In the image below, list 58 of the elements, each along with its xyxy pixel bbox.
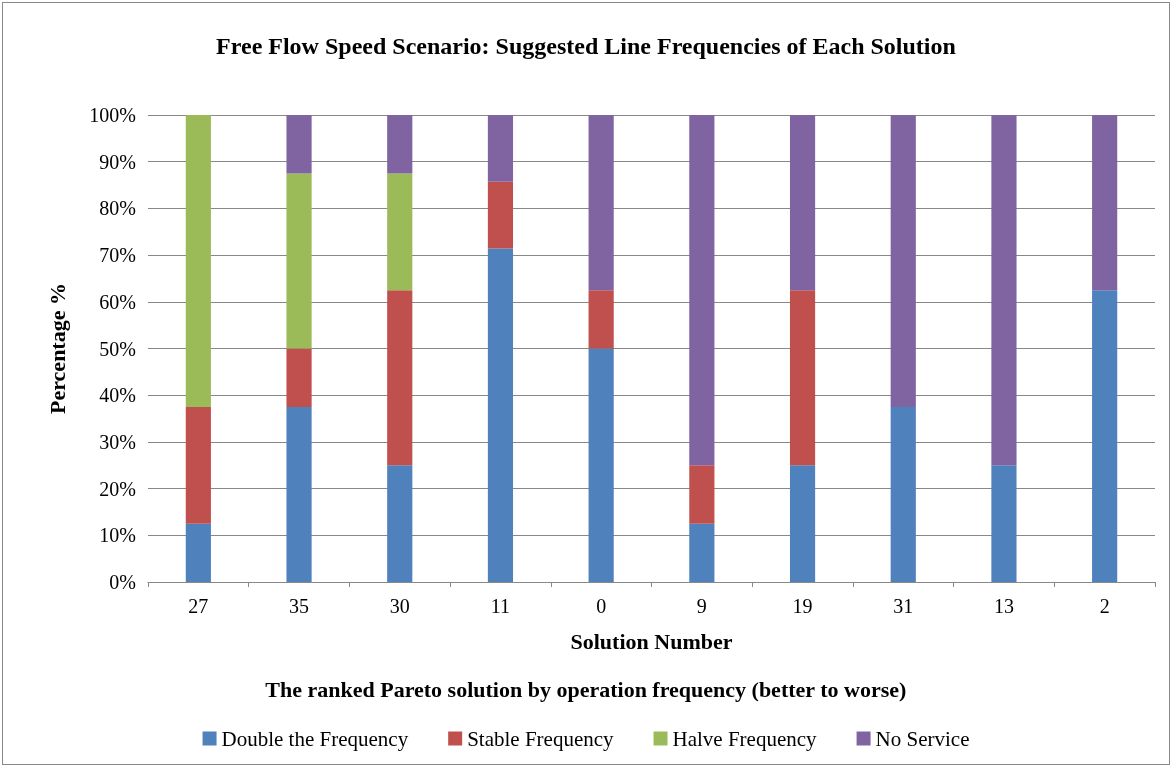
bar <box>789 115 816 291</box>
bar <box>286 173 312 349</box>
bar <box>387 115 413 174</box>
text: The ranked Pareto solution by operation frequency (better to worse) <box>265 676 907 702</box>
bar <box>890 406 916 582</box>
bar <box>185 115 211 407</box>
bar <box>487 248 514 582</box>
x-tick-label: 19 <box>792 595 813 617</box>
bar <box>588 290 614 349</box>
bar <box>1092 290 1118 582</box>
bar <box>487 115 514 182</box>
legend-label: Double the Frequency <box>221 726 409 751</box>
legend-label: Halve Frequency <box>672 726 818 751</box>
x-tick-label: 35 <box>289 595 310 617</box>
legend-label: No Service <box>875 726 970 751</box>
bar <box>689 465 715 524</box>
chart-title: Free Flow Speed Scenario: Suggested Line Frequencies of Each Solution <box>216 33 956 59</box>
bar <box>991 115 1017 466</box>
bar <box>789 465 816 582</box>
y-tick-label: 70% <box>99 244 136 267</box>
bar <box>387 290 413 466</box>
y-tick-label: 50% <box>99 337 136 360</box>
y-tick-label: 80% <box>99 197 136 220</box>
bar <box>1092 115 1118 291</box>
y-tick-label: 40% <box>99 384 136 407</box>
x-tick-label: 2 <box>1099 595 1110 617</box>
bar <box>286 115 312 174</box>
bar <box>588 348 614 582</box>
y-tick-label: 20% <box>99 477 136 500</box>
y-tick-label: 30% <box>99 430 136 453</box>
bar <box>890 115 916 407</box>
bar <box>286 348 312 407</box>
x-tick-label: 31 <box>893 595 914 617</box>
x-tick-label: 11 <box>490 595 511 617</box>
bar <box>185 523 211 582</box>
bar <box>991 465 1017 582</box>
y-axis-title: Percentage % <box>44 283 70 414</box>
x-tick-label: 9 <box>696 595 707 617</box>
y-tick-label: 0% <box>109 571 136 593</box>
y-tick-label: 100% <box>89 104 136 126</box>
bar <box>689 115 715 466</box>
y-tick-label: 10% <box>99 524 136 547</box>
legend-label: Stable Frequency <box>467 726 615 751</box>
bar <box>387 465 413 582</box>
x-tick-label: 0 <box>596 595 607 617</box>
x-tick-label: 30 <box>389 595 410 617</box>
x-tick-label: 27 <box>188 595 209 617</box>
bar <box>185 406 211 524</box>
bar <box>286 406 312 582</box>
bar <box>789 290 816 466</box>
x-axis-title: Solution Number <box>570 628 733 654</box>
y-tick-label: 90% <box>99 150 136 173</box>
bar <box>487 181 514 249</box>
x-tick-label: 13 <box>993 595 1014 617</box>
bar <box>588 115 614 291</box>
bar <box>689 523 715 582</box>
bar <box>387 173 413 291</box>
y-tick-label: 60% <box>99 290 136 313</box>
